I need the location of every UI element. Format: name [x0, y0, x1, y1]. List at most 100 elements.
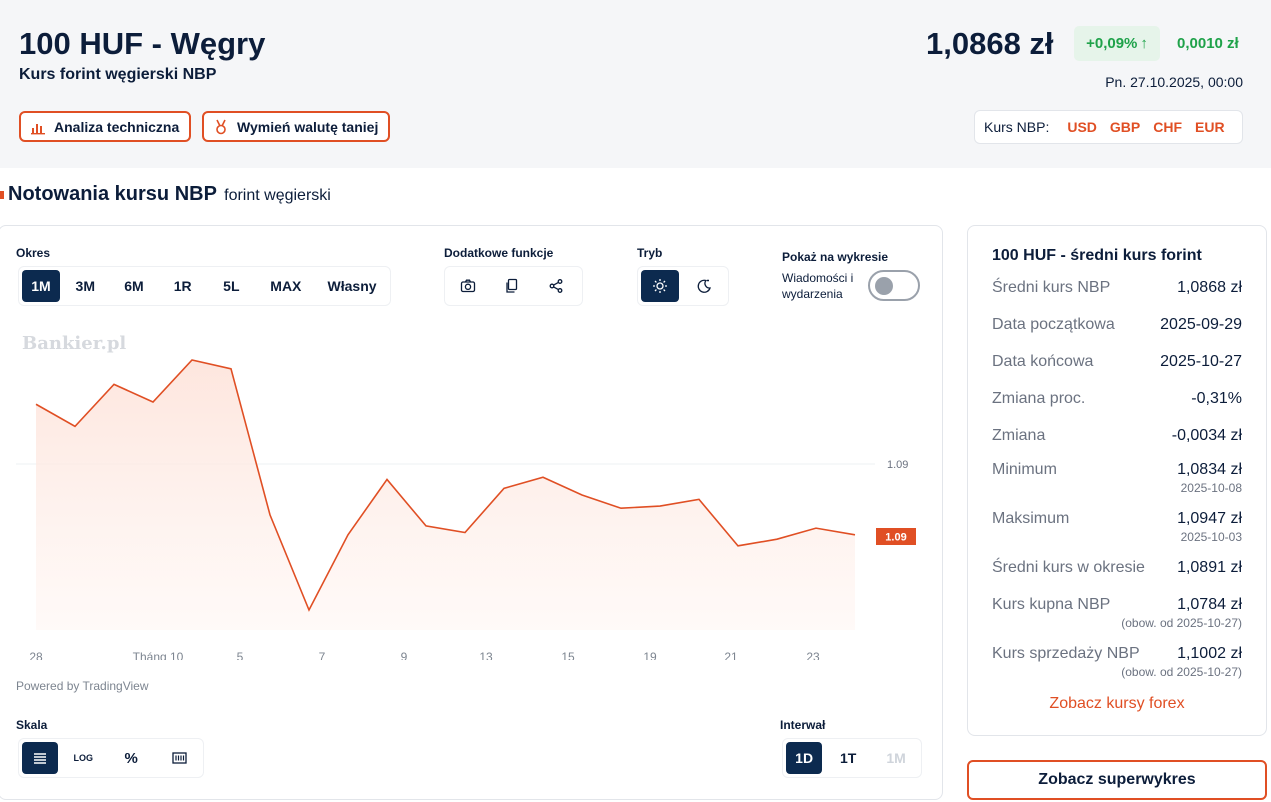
stats-key: Kurs kupna NBP	[992, 596, 1111, 613]
camera-icon[interactable]	[448, 270, 488, 302]
medal-icon	[216, 119, 226, 134]
stats-note: 2025-10-08	[1180, 481, 1242, 495]
technical-analysis-label: Analiza techniczna	[54, 118, 180, 135]
indexed-scale-icon[interactable]	[158, 742, 200, 774]
exchange-currency-button[interactable]: Wymień walutę taniej	[202, 111, 391, 142]
change-absolute: 0,0010 zł	[1177, 35, 1239, 52]
period-6m-button[interactable]: 6M	[124, 278, 144, 294]
section-marker	[0, 190, 4, 199]
period-max-button[interactable]: MAX	[270, 278, 302, 294]
mode-label: Tryb	[637, 246, 663, 260]
chart-watermark: Bankier.pl	[22, 333, 127, 354]
superchart-button[interactable]: Zobacz superwykres	[967, 760, 1267, 800]
quote-date: Pn. 27.10.2025, 00:00	[1105, 74, 1243, 90]
interval-1d-button[interactable]: 1D	[786, 742, 823, 774]
x-tick-label: 19	[643, 650, 657, 660]
forex-link[interactable]: Zobacz kursy forex	[1049, 695, 1185, 712]
x-tick-label: 15	[561, 650, 575, 660]
stats-title: 100 HUF - średni kurs forint	[992, 247, 1202, 264]
last-price-tag	[876, 528, 916, 545]
moon-icon[interactable]	[683, 270, 725, 302]
section-subtitle: forint węgierski	[224, 187, 331, 204]
stats-value: 1,0834 zł	[1177, 461, 1242, 478]
section-title: Notowania kursu NBP forint węgierski	[0, 183, 331, 206]
interval-label: Interwał	[780, 718, 826, 732]
news-events-label: Wiadomości i wydarzenia	[782, 271, 854, 301]
percent-scale-button[interactable]: %	[124, 749, 138, 767]
stats-key: Data końcowa	[992, 353, 1094, 370]
interval-1t-button[interactable]: 1T	[840, 750, 857, 766]
stats-value: 1,0947 zł	[1177, 510, 1242, 527]
x-tick-label: 21	[724, 650, 738, 660]
scale-label: Skala	[16, 718, 48, 732]
stats-note: (obow. od 2025-10-27)	[1121, 616, 1242, 630]
show-on-chart-label: Pokaż na wykresie	[782, 250, 889, 264]
scale-selector: LOG %	[18, 738, 204, 778]
currency-link-chf[interactable]: CHF	[1153, 119, 1183, 135]
x-tick-label: 23	[806, 650, 820, 660]
nbp-label: Kurs NBP:	[984, 119, 1050, 135]
page-subtitle: Kurs forint węgierski NBP	[19, 66, 217, 83]
stats-value: 2025-09-29	[1160, 316, 1242, 333]
x-tick-label: 5	[237, 650, 244, 660]
share-icon[interactable]	[536, 270, 576, 302]
technical-analysis-button[interactable]: Analiza techniczna	[19, 111, 192, 142]
period-1r-button[interactable]: 1R	[173, 278, 192, 294]
mode-selector	[637, 266, 729, 306]
news-events-toggle[interactable]	[868, 270, 920, 301]
price-line	[35, 359, 856, 612]
extra-functions-group	[444, 266, 583, 306]
chart-layer: 1.09 1.09 28 Tháng 10 5 7 9 13 15 19 21 23	[16, 359, 916, 660]
currency-link-gbp[interactable]: GBP	[1109, 119, 1141, 135]
stats-value: 1,1002 zł	[1177, 645, 1242, 662]
page-header: 100 HUF - Węgry Kurs forint węgierski NB…	[0, 0, 1271, 168]
copy-icon[interactable]	[492, 270, 532, 302]
change-percent-badge: +0,09% ↑	[1074, 26, 1160, 61]
powered-by: Powered by TradingView	[16, 679, 149, 693]
stats-key: Średni kurs w okresie	[992, 559, 1145, 576]
stats-value: -0,0034 zł	[1171, 427, 1242, 444]
toggle-knob	[875, 277, 893, 295]
price-chart[interactable]: 1.09 1.09 28 Tháng 10 5 7 9 13 15 19 21 23	[0, 320, 940, 660]
period-1m-button[interactable]: 1M	[22, 270, 60, 302]
x-tick-label: 9	[401, 650, 408, 660]
period-5l-button[interactable]: 5L	[223, 278, 240, 294]
stats-note: (obow. od 2025-10-27)	[1121, 665, 1242, 679]
current-price: 1,0868 zł	[926, 26, 1054, 61]
x-tick-label: Tháng 10	[133, 650, 184, 660]
stats-key: Średni kurs NBP	[992, 279, 1111, 296]
x-tick-label: 13	[479, 650, 493, 660]
currency-link-eur[interactable]: EUR	[1195, 119, 1225, 135]
period-3m-button[interactable]: 3M	[75, 278, 95, 294]
linear-scale-icon[interactable]	[22, 742, 59, 774]
currency-link-usd[interactable]: USD	[1067, 119, 1097, 135]
period-selector: 1M 3M 6M 1R 5L MAX Własny	[18, 266, 391, 306]
stats-value: -0,31%	[1191, 390, 1242, 407]
stats-note: 2025-10-03	[1180, 530, 1242, 544]
stats-value: 2025-10-27	[1160, 353, 1242, 370]
stats-key: Minimum	[992, 461, 1057, 478]
exchange-currency-label: Wymień walutę taniej	[237, 118, 379, 135]
interval-selector: 1D 1T 1M	[782, 738, 922, 778]
change-percent: +0,09%	[1086, 35, 1138, 52]
extra-functions-label: Dodatkowe funkcje	[444, 246, 554, 260]
stats-key: Data początkowa	[992, 316, 1115, 333]
price-area	[36, 360, 855, 630]
sun-icon[interactable]	[641, 270, 679, 302]
stats-key: Kurs sprzedaży NBP	[992, 645, 1140, 662]
y-axis-label: 1.09	[887, 459, 908, 471]
nbp-currency-switcher: Kurs NBP: USD GBP CHF EUR	[974, 110, 1243, 144]
stats-value: 1,0784 zł	[1177, 596, 1242, 613]
x-tick-label: 28	[29, 650, 43, 660]
period-label: Okres	[16, 246, 51, 260]
log-scale-button[interactable]: LOG	[73, 753, 93, 763]
last-price-label: 1.09	[885, 532, 906, 544]
bar-chart-icon	[31, 123, 45, 134]
page-title: 100 HUF - Węgry	[19, 26, 266, 61]
section-title-text: Notowania kursu NBP	[8, 183, 217, 205]
stats-key: Maksimum	[992, 510, 1070, 527]
interval-1m-button: 1M	[886, 750, 906, 766]
stats-value: 1,0891 zł	[1177, 559, 1242, 576]
stats-panel: 100 HUF - średni kurs forint Średni kurs…	[967, 225, 1267, 736]
period-custom-button[interactable]: Własny	[327, 278, 377, 294]
